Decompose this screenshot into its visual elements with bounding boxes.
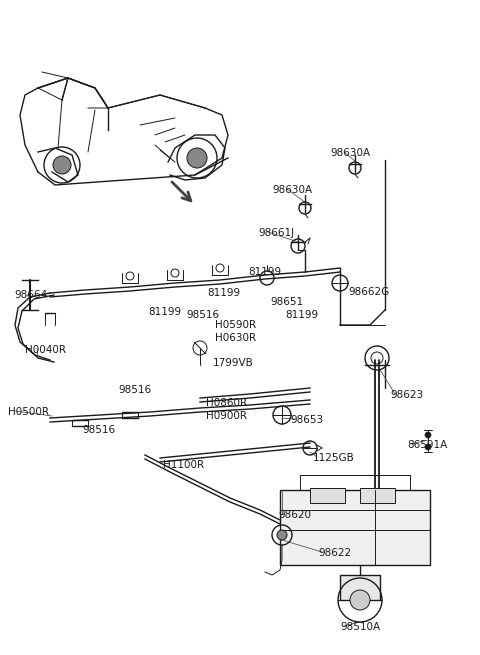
Text: H0630R: H0630R [215,333,256,343]
Circle shape [277,530,287,540]
Text: 81199: 81199 [248,267,281,277]
Text: 98662G: 98662G [348,287,389,297]
Text: 98623: 98623 [390,390,423,400]
Text: 98664: 98664 [14,290,47,300]
Text: 98516: 98516 [82,425,115,435]
Circle shape [187,148,207,168]
Text: 98661J: 98661J [258,228,294,238]
Text: 98510A: 98510A [340,622,380,632]
Bar [340,575,380,600]
Text: 98622: 98622 [318,548,351,558]
Text: 98630A: 98630A [272,185,312,195]
Text: 98630A: 98630A [330,148,370,158]
Circle shape [350,590,370,610]
Text: 1125GB: 1125GB [313,453,355,463]
Text: 98653: 98653 [290,415,323,425]
Text: 81199: 81199 [148,307,181,317]
Text: H0590R: H0590R [215,320,256,330]
Text: 98620: 98620 [278,510,311,520]
Text: H0500R: H0500R [8,407,49,417]
Circle shape [425,432,431,438]
Text: H0900R: H0900R [206,411,247,421]
Bar [310,488,345,503]
Text: 81199: 81199 [207,288,240,298]
Circle shape [53,156,71,174]
Text: 81199: 81199 [285,310,318,320]
Bar [280,490,430,565]
Text: H0040R: H0040R [25,345,66,355]
Text: 98516: 98516 [118,385,151,395]
Circle shape [425,444,431,450]
Bar [360,488,395,503]
Text: H1100R: H1100R [163,460,204,470]
Text: H0860R: H0860R [206,398,247,408]
Text: 1799VB: 1799VB [213,358,254,368]
Text: 98651: 98651 [270,297,303,307]
Text: 98516: 98516 [186,310,219,320]
Text: 86591A: 86591A [407,440,447,450]
